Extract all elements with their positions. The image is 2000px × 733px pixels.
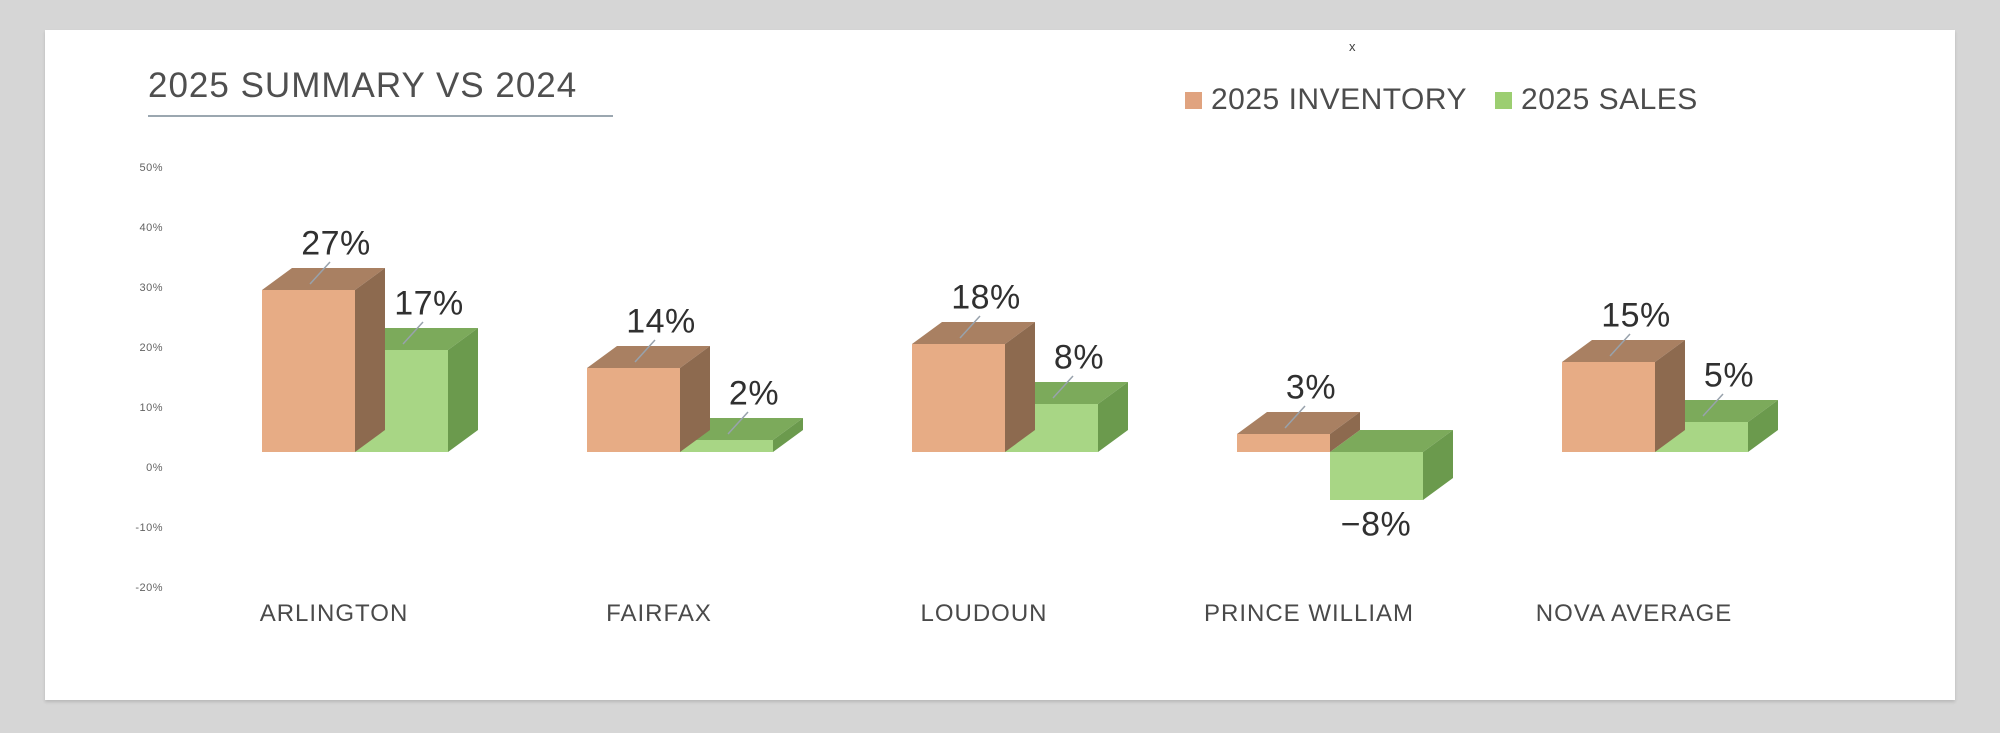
- bar-nova-average-2025-inventory[interactable]: [1562, 340, 1685, 452]
- y-axis-tick: 30%: [139, 282, 163, 294]
- y-axis-tick: 20%: [139, 342, 163, 354]
- category-label-nova-average: NOVA AVERAGE: [1535, 600, 1733, 627]
- sales-swatch-icon: [1495, 91, 1513, 109]
- data-label-fairfax-2025-sales: 2%: [728, 374, 780, 413]
- bar-loudoun-2025-inventory[interactable]: [912, 322, 1035, 452]
- stray-x-character: x: [1349, 39, 1356, 54]
- bar-top-face: [1330, 430, 1453, 452]
- bar-prince-william-2025-sales[interactable]: [1330, 430, 1453, 500]
- category-label-fairfax: FAIRFAX: [606, 600, 712, 627]
- data-label-loudoun-2025-inventory: 18%: [951, 278, 1021, 317]
- bar-nova-average-2025-sales[interactable]: [1655, 400, 1778, 452]
- bar-fairfax-2025-sales[interactable]: [680, 418, 803, 452]
- bar-fairfax-2025-inventory[interactable]: [587, 346, 710, 452]
- data-label-nova-average-2025-sales: 5%: [1703, 356, 1755, 395]
- legend-label-sales: 2025 SALES: [1521, 83, 1698, 116]
- bar-side-face: [355, 268, 385, 452]
- bar-side-face: [1655, 340, 1685, 452]
- category-label-arlington: ARLINGTON: [259, 600, 409, 627]
- data-label-loudoun-2025-sales: 8%: [1053, 338, 1105, 377]
- bar-front-face: [1237, 434, 1330, 452]
- data-label-nova-average-2025-inventory: 15%: [1601, 296, 1671, 335]
- bar-side-face: [1005, 322, 1035, 452]
- data-label-prince-william-2025-inventory: 3%: [1285, 368, 1337, 407]
- chart-title: 2025 SUMMARY VS 2024: [148, 66, 613, 117]
- bar-front-face: [912, 344, 1005, 452]
- data-label-arlington-2025-sales: 17%: [394, 284, 464, 323]
- legend-item-inventory[interactable]: 2025 INVENTORY: [1185, 83, 1467, 117]
- legend-item-sales[interactable]: 2025 SALES: [1495, 83, 1698, 117]
- inventory-swatch-icon: [1185, 91, 1202, 109]
- bar-front-face: [1330, 452, 1423, 500]
- bar-front-face: [587, 368, 680, 452]
- y-axis-tick: 10%: [139, 402, 163, 414]
- y-axis-tick: 50%: [139, 162, 163, 174]
- y-axis-tick: 40%: [139, 222, 163, 234]
- bar-arlington-2025-inventory[interactable]: [262, 268, 385, 452]
- y-axis-tick: 0%: [146, 462, 163, 474]
- category-label-prince-william: PRINCE WILLIAM: [1203, 600, 1415, 627]
- chart-legend: 2025 INVENTORY 2025 SALES: [1185, 82, 1698, 118]
- y-axis-tick: -10%: [135, 522, 163, 534]
- bar-front-face: [680, 440, 773, 452]
- category-label-loudoun: LOUDOUN: [920, 600, 1048, 627]
- y-axis-tick: -20%: [135, 582, 163, 594]
- bar-prince-william-2025-inventory[interactable]: [1237, 412, 1360, 452]
- bar-side-face: [448, 328, 478, 452]
- data-label-prince-william-2025-sales: −8%: [1340, 505, 1412, 544]
- bar-front-face: [1562, 362, 1655, 452]
- bar-front-face: [262, 290, 355, 452]
- data-label-arlington-2025-inventory: 27%: [301, 224, 371, 263]
- data-label-fairfax-2025-inventory: 14%: [626, 302, 696, 341]
- legend-label-inventory: 2025 INVENTORY: [1211, 83, 1468, 116]
